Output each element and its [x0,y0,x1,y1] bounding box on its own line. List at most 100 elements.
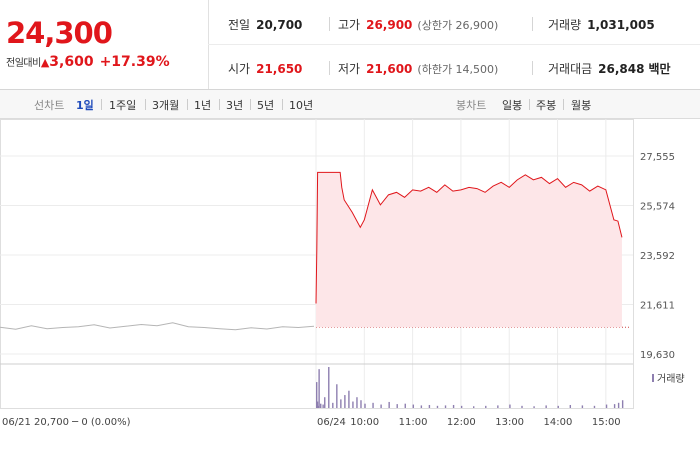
lower-limit: (하한가 14,500) [417,63,499,76]
volume-bar [352,401,354,408]
volume-bar [621,400,624,408]
volume-bar [404,403,406,408]
volume-bar [485,405,487,408]
divider [329,61,330,75]
y-tick-label: 19,630 [640,350,675,361]
volume-bar [420,405,423,408]
volume-bar [317,405,320,408]
volume-bar [332,402,334,408]
high-label: 고가 [338,18,361,32]
volume-bar [316,382,318,408]
x-tick-label: 14:00 [544,417,573,428]
tab-10y[interactable]: 10년 [289,99,314,112]
tab-divider [187,99,188,110]
amount-label: 거래대금 [548,62,593,76]
volume-bar [324,397,326,408]
divider [329,17,330,31]
x-tick-label: 12:00 [447,417,476,428]
volume-bar [436,405,439,408]
x-tick-label: 10:00 [350,417,379,428]
volume-bar [533,406,535,408]
prev-close-label: 전일 [228,18,251,32]
high-value: 26,900 [366,18,413,32]
intraday-area [316,172,622,328]
current-price: 24,300 [6,16,113,50]
prev-close-value: 20,700 [256,18,303,32]
y-tick-label: 25,574 [640,202,675,213]
header-divider [208,44,700,45]
y-tick-label: 21,611 [640,301,675,312]
volume-bar [372,402,374,408]
change-percent: +17.39% [99,54,170,70]
volume-bar [316,401,319,408]
volume-bar [497,405,499,408]
amount-value: 26,848 [598,62,645,76]
tab-5y[interactable]: 5년 [257,99,275,112]
volume-bar [509,404,511,408]
open-value: 21,650 [256,62,303,76]
volume-bar [340,399,342,408]
tab-daily[interactable]: 일봉 [502,99,523,112]
chart-tabs: 선차트 1일 1주일 3개월 1년 3년 5년 10년 봉차트 일봉 주봉 월봉 [0,90,700,119]
tab-divider [101,99,102,110]
low-label: 저가 [338,62,361,76]
prev-day-date-label: 06/21 [2,417,31,428]
volume-bar [388,401,390,408]
trade-amount: 거래대금 26,848 백만 [548,60,671,77]
tab-divider [282,99,283,110]
volume-bar [320,403,322,408]
y-tick-label: 23,592 [640,251,675,262]
volume-bar [336,384,338,408]
tab-1w[interactable]: 1주일 [109,99,137,112]
candle-chart-title: 봉차트 [456,99,487,112]
open-label: 시가 [228,62,251,76]
volume-bar [328,367,330,408]
volume-legend-label: 거래량 [657,373,685,385]
volume-legend-swatch [652,374,654,382]
line-chart-title: 선차트 [34,99,65,112]
high-price: 고가 26,900 (상한가 26,900) [338,16,498,33]
quote-header: 24,300 전일대비▲3,600 +17.39% 전일 20,700 고가 26,9… [0,0,700,90]
chart-frame [0,119,634,409]
price-chart: 27,555 25,574 23,592 21,611 19,630 거래량 06/21 20… [0,119,685,428]
tab-weekly[interactable]: 주봉 [536,99,557,112]
volume-bar [380,404,382,408]
volume-bar [545,405,547,408]
tab-3m[interactable]: 3개월 [152,99,180,112]
volume-bar [521,405,523,408]
prev-day-line [0,322,315,331]
volume-bar [617,402,620,408]
tab-1y[interactable]: 1년 [194,99,212,112]
volume-bar [444,405,447,408]
volume-bar [452,404,455,408]
tab-divider [250,99,251,110]
divider [532,61,533,75]
volume-bar [569,404,572,408]
prev-close: 전일 20,700 [228,16,302,33]
tab-1d[interactable]: 1일 [76,99,94,112]
price-summary: 24,300 전일대비▲3,600 +17.39% [0,0,209,89]
y-tick-label: 27,555 [640,152,675,163]
volume-value: 1,031,005 [587,18,655,32]
volume-bar [473,406,475,408]
tab-monthly[interactable]: 월봉 [571,99,592,112]
volume-bar [460,405,463,408]
x-tick-label: 11:00 [399,417,428,428]
volume-bar [428,404,431,408]
prev-day-summary: 20,700 ─ 0 (0.00%) [34,417,131,428]
volume-label: 거래량 [548,18,582,32]
open-price: 시가 21,650 [228,60,302,77]
volume-bar [322,404,324,408]
volume-bar [613,404,616,408]
tab-3y[interactable]: 3년 [226,99,244,112]
divider [532,17,533,31]
volume-bar [348,390,350,408]
volume-bar [396,404,398,408]
x-tick-label: 06/24 [317,417,346,428]
volume-bar [581,405,584,408]
upper-limit: (상한가 26,900) [417,19,499,32]
volume-bar [593,405,596,408]
tab-divider [145,99,146,110]
volume-bar [356,397,358,408]
volume-bar [605,404,608,408]
